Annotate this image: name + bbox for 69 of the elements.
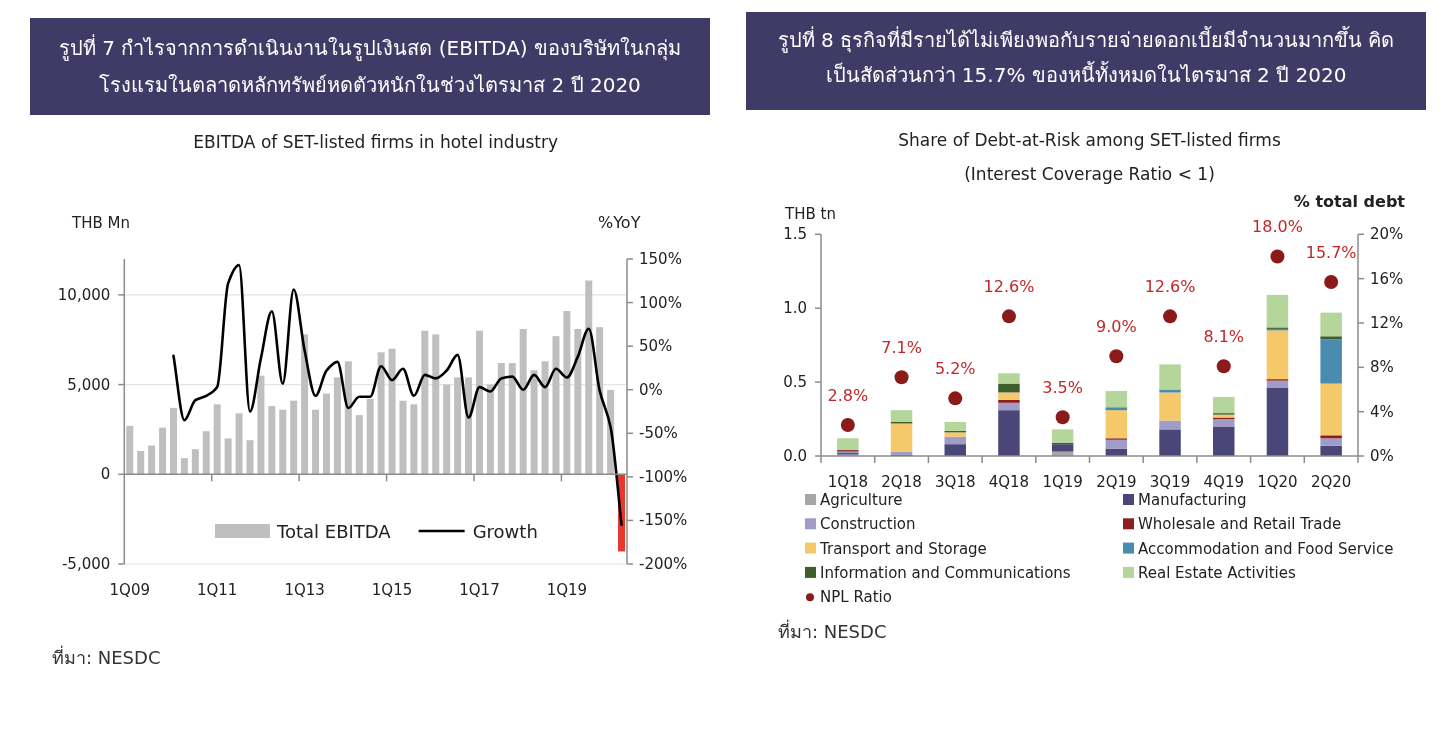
x-tick-label: 1Q18	[827, 473, 869, 491]
y2-tick-label: -50%	[639, 424, 678, 443]
legend-label: Agriculture	[820, 491, 903, 509]
x-tick-label: 2Q18	[881, 473, 922, 491]
legend-label: Construction	[820, 515, 916, 534]
y2-tick-label: -200%	[639, 555, 688, 573]
y2-tick-label: 0%	[1370, 447, 1394, 465]
chart-title: รูปที่ 8 ธุรกิจที่มีรายได้ไม่เพียงพอกับรายจ่ายดอกเบี้ยมีจำนวนมากขึ้น คิด เป็นสัดส่วนกว่า 15.7% ของหนี้ทั้งหมดในไตรมาส 2 ปี 2020	[777, 26, 1395, 87]
x-tick-label: 4Q19	[1203, 473, 1244, 491]
y2-tick-label: 50%	[639, 337, 673, 356]
data-label: 12.6%	[983, 277, 1035, 297]
chart-title: รูปที่ 7 กำไรจากการดำเนินงานในรูปเงินสด (EBITDA) ของบริษัทในกลุ่ม โรงแรมในตลาดหลักทรัพย์หดตัวหนักในช่วงไตรมาส 2 ปี 2020	[59, 34, 681, 97]
x-tick-label: 1Q11	[196, 581, 238, 599]
y2-tick-label: 8%	[1370, 358, 1394, 377]
legend-label: Wholesale and Retail Trade	[1138, 515, 1342, 534]
y2-tick-label: 150%	[639, 250, 682, 268]
legend-label: Growth	[472, 521, 538, 542]
y2-axis-title: % total debt	[1293, 192, 1406, 211]
data-label: 9.0%	[1096, 317, 1137, 337]
y-tick-label: 1.5	[783, 225, 807, 244]
y2-tick-label: 100%	[639, 293, 682, 312]
chart-subtitle: Share of Debt-at-Risk among SET-listed firms (Interest Coverage Ratio < 1)	[898, 130, 1281, 184]
legend-label: Manufacturing	[1138, 491, 1247, 509]
x-tick-label: 1Q13	[284, 581, 325, 599]
legend-label: NPL Ratio	[820, 588, 892, 607]
data-label: 3.5%	[1042, 378, 1083, 398]
data-label: 5.2%	[934, 359, 976, 379]
legend-label: Accommodation and Food Service	[1138, 539, 1394, 558]
y-tick-label: -5,000	[61, 555, 111, 573]
x-tick-label: 1Q17	[459, 581, 500, 599]
y2-axis-title: %YoY	[598, 213, 641, 232]
y-axis-title: THB tn	[784, 205, 836, 223]
y2-tick-label: -150%	[639, 511, 688, 530]
y-tick-label: 5,000	[67, 375, 111, 394]
y-tick-label: 0.5	[783, 373, 807, 392]
x-tick-label: 3Q18	[935, 473, 976, 491]
y2-tick-label: 20%	[1370, 225, 1404, 244]
text: ที่มา: NESDC	[52, 645, 161, 668]
x-tick-label: 1Q19	[1042, 473, 1083, 491]
x-tick-label: 2Q20	[1310, 473, 1352, 491]
data-label: 2.8%	[827, 385, 869, 405]
data-label: 12.6%	[1144, 277, 1196, 297]
y-tick-label: 10,000	[57, 285, 111, 304]
x-tick-label: 2Q19	[1096, 473, 1137, 491]
y2-tick-label: -100%	[639, 467, 688, 486]
x-tick-label: 1Q19	[546, 581, 588, 599]
x-tick-label: 3Q19	[1149, 473, 1191, 491]
data-label: 15.7%	[1305, 242, 1357, 262]
data-label: 7.1%	[881, 338, 922, 358]
y-axis-title: THB Mn	[71, 214, 130, 232]
legend-label: Real Estate Activities	[1138, 563, 1296, 582]
y2-tick-label: 16%	[1370, 269, 1404, 288]
x-tick-label: 1Q09	[109, 581, 150, 599]
data-label: 18.0%	[1252, 217, 1303, 237]
x-tick-label: 1Q15	[371, 581, 413, 599]
legend-label: Information and Communications	[820, 563, 1071, 582]
text: ที่มา: NESDC	[778, 619, 887, 642]
legend-label: Total EBITDA	[276, 521, 392, 542]
y2-tick-label: 12%	[1370, 313, 1404, 332]
y-tick-label: 0	[100, 465, 111, 484]
chart-subtitle: EBITDA of SET-listed firms in hotel industry	[193, 132, 559, 152]
y-tick-label: 0.0	[783, 447, 807, 465]
legend-label: Transport and Storage	[819, 539, 987, 558]
y2-tick-label: 0%	[639, 380, 663, 399]
y-tick-label: 1.0	[783, 299, 807, 318]
data-label: 8.1%	[1203, 327, 1245, 347]
x-tick-label: 1Q20	[1257, 473, 1298, 491]
y2-tick-label: 4%	[1370, 402, 1394, 421]
x-tick-label: 4Q18	[988, 473, 1030, 491]
